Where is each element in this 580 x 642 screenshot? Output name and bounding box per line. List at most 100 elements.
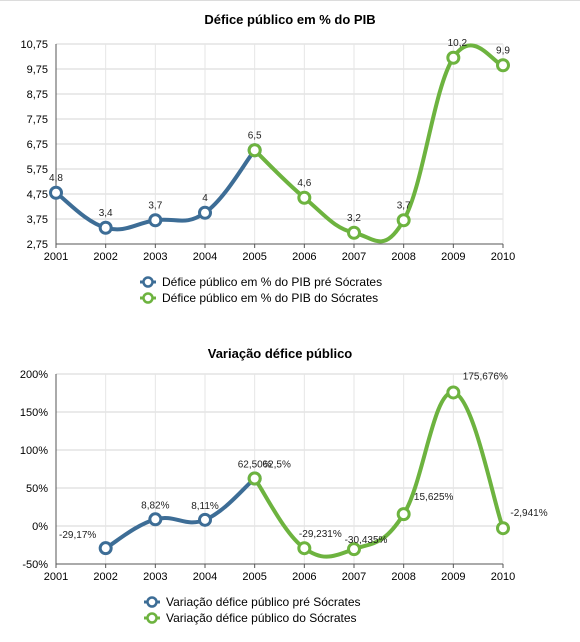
x-tick-label: 2008	[391, 571, 415, 583]
chart-2-labels: -29,17% 8,82% 8,11% 62,50%62,5% -29,231%-30,…	[59, 371, 548, 546]
x-tick-label: 2004	[193, 571, 217, 583]
y-tick-label: 200%	[20, 369, 48, 381]
legend-label: Variação défice público pré Sócrates	[166, 595, 361, 609]
y-tick-label: 3,75	[27, 214, 48, 226]
data-label: 3,7	[148, 200, 162, 211]
data-label: 15,625%	[414, 492, 454, 503]
chart-1-grid	[55, 43, 504, 245]
chart-1-labels: 4,8 3,4 3,7 4 6,5 4,6 3,2 3,7 10,2 9,9	[49, 38, 510, 224]
x-tick-label: 2006	[292, 251, 316, 263]
data-point	[297, 541, 312, 556]
data-label: -30,435%	[345, 535, 388, 546]
chart-1: Défice público em % do PIB 2,75 3,75 4,75 5…	[20, 12, 515, 305]
x-tick-label: 2002	[93, 251, 117, 263]
chart-1-x-ticks: 2001 2002 2003 2004 2005 2006 2007 2008 2009 2010	[44, 244, 515, 263]
x-tick-label: 2009	[441, 251, 465, 263]
data-label: -2,941%	[510, 508, 547, 519]
x-tick-label: 2002	[93, 571, 117, 583]
series-line-1	[103, 476, 257, 551]
data-point	[396, 507, 411, 522]
data-point	[396, 213, 411, 228]
data-point	[446, 50, 461, 65]
data-point	[347, 542, 361, 557]
data-label: 8,82%	[141, 500, 169, 511]
x-tick-label: 2001	[44, 571, 68, 583]
data-label: 8,11%	[191, 501, 219, 512]
x-tick-label: 2005	[242, 571, 266, 583]
y-tick-label: 10,75	[20, 39, 48, 51]
y-tick-label: 8,75	[27, 89, 48, 101]
chart-2-series	[98, 385, 510, 559]
chart-2-grid	[55, 373, 504, 565]
data-point	[198, 205, 212, 220]
data-label: 62,5%	[262, 460, 290, 471]
legend-marker	[142, 276, 154, 288]
chart-1-series	[49, 43, 510, 244]
y-tick-label: 0%	[32, 521, 48, 533]
x-tick-label: 2010	[491, 571, 515, 583]
legend-label: Défice público em % do PIB pré Sócrates	[162, 275, 382, 289]
data-point	[347, 225, 361, 240]
data-label: 3,4	[99, 208, 113, 219]
y-tick-label: 2,75	[27, 239, 48, 251]
data-label: 4,6	[297, 178, 311, 189]
x-tick-label: 2004	[193, 251, 217, 263]
data-label: 4,8	[49, 173, 63, 184]
y-tick-label: 4,75	[27, 189, 48, 201]
x-tick-label: 2010	[491, 251, 515, 263]
chart-2-y-ticks: -50% 0% 50% 100% 150% 200%	[20, 369, 48, 571]
data-point	[148, 213, 163, 228]
y-tick-label: 5,75	[27, 164, 48, 176]
x-tick-label: 2003	[143, 251, 167, 263]
legend-marker	[146, 596, 158, 608]
data-label: 6,5	[248, 130, 262, 141]
legend-marker	[142, 292, 154, 304]
data-point	[496, 521, 510, 536]
legend-label: Variação défice público do Sócrates	[166, 611, 357, 625]
x-tick-label: 2009	[441, 571, 465, 583]
data-point	[247, 143, 262, 158]
data-label: 3,7	[397, 200, 411, 211]
y-tick-label: 150%	[20, 407, 48, 419]
chart-2-legend: Variação défice público pré Sócrates Vari…	[144, 595, 361, 625]
data-point	[198, 512, 212, 527]
chart-1-y-ticks: 2,75 3,75 4,75 5,75 6,75 7,75 8,75 9,75 10,75	[20, 39, 48, 251]
y-tick-label: 6,75	[27, 139, 48, 151]
data-label: 62,50%	[238, 460, 272, 471]
y-tick-label: 100%	[20, 445, 48, 457]
x-tick-label: 2008	[391, 251, 415, 263]
series-line-2	[252, 43, 505, 244]
data-point	[98, 541, 113, 556]
x-tick-label: 2003	[143, 571, 167, 583]
data-label: 4	[202, 193, 208, 204]
data-label: 10,2	[448, 38, 468, 49]
x-tick-label: 2007	[342, 571, 366, 583]
chart-2-x-ticks: 2001 2002 2003 2004 2005 2006 2007 2008 2009 2010	[44, 564, 515, 583]
y-tick-label: -50%	[22, 559, 48, 571]
data-point	[98, 220, 113, 235]
data-point	[49, 185, 63, 200]
x-tick-label: 2001	[44, 251, 68, 263]
legend-label: Défice público em % do PIB do Sócrates	[162, 291, 378, 305]
data-label: 9,9	[496, 45, 510, 56]
x-tick-label: 2005	[242, 251, 266, 263]
data-point	[148, 512, 163, 527]
legend-marker	[146, 612, 158, 624]
x-tick-label: 2006	[292, 571, 316, 583]
series-line-2	[252, 390, 505, 559]
y-tick-label: 7,75	[27, 114, 48, 126]
data-point	[496, 58, 510, 73]
chart-2: Variação défice público -50% 0% 50% 100% 150…	[20, 346, 548, 625]
data-label: -29,231%	[299, 529, 342, 540]
chart-2-title: Variação défice público	[208, 346, 353, 361]
data-label: 3,2	[347, 213, 361, 224]
chart-1-legend: Défice público em % do PIB pré Sócrates D…	[140, 275, 382, 305]
y-tick-label: 9,75	[27, 64, 48, 76]
y-tick-label: 50%	[26, 483, 48, 495]
chart-1-title: Défice público em % do PIB	[204, 12, 375, 27]
data-point	[247, 471, 262, 486]
data-point	[446, 385, 461, 400]
data-point	[297, 190, 312, 205]
data-label: -29,17%	[59, 530, 96, 541]
